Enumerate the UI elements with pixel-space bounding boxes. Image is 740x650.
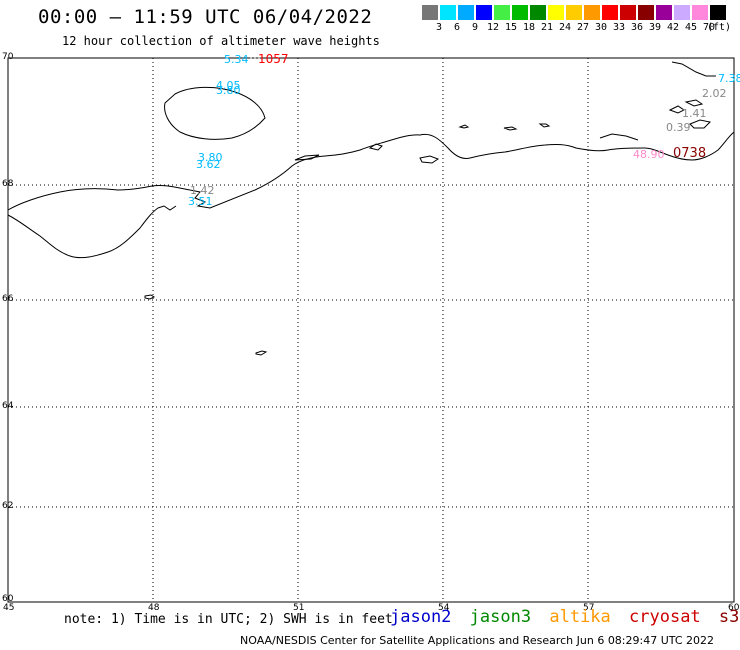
wave-height-color-scale: 3 6 9 12 15 18 21 24 27 30 33 36 39 42 45 70 (ft) [422, 5, 731, 35]
legend-jason2: jason2 [390, 607, 452, 627]
wave-reading: 1.41 [682, 107, 707, 120]
islet-13 [294, 154, 320, 161]
wave-reading: 5.34 [224, 53, 249, 66]
wave-reading: 1057 [258, 52, 289, 66]
scale-label: 45 [684, 22, 698, 33]
lon-label-51: 51 [293, 603, 305, 613]
scale-swatch [494, 5, 510, 20]
lon-label-45: 45 [3, 603, 15, 613]
scale-swatch [476, 5, 492, 20]
legend-s3a: s3a [718, 607, 740, 627]
wave-reading: 4.05 [216, 79, 241, 92]
islet-11 [368, 143, 383, 151]
satellite-legend: jason2 jason3 altika cryosat s3a [390, 607, 740, 627]
lon-label-54: 54 [438, 603, 450, 613]
wave-reading: 48.90 [633, 148, 665, 161]
wave-reading: 0.39 [666, 121, 691, 134]
scale-swatch [530, 5, 546, 20]
scale-label: 33 [612, 22, 626, 33]
map-frame [7, 57, 735, 603]
scale-label: 30 [594, 22, 608, 33]
islet-1 [144, 294, 155, 300]
legend-cryosat: cryosat [629, 607, 701, 627]
kolguev-island [164, 86, 266, 140]
lat-label-68: 68 [2, 179, 14, 189]
map-title: 00:00 – 11:59 UTC 06/04/2022 [38, 6, 373, 28]
lon-label-60: 60 [728, 603, 740, 613]
scale-label: 15 [504, 22, 518, 33]
wave-reading: 3.51 [188, 195, 213, 208]
wave-reading: 7.38 [718, 72, 740, 85]
map-subtitle: 12 hour collection of altimeter wave hei… [62, 34, 380, 48]
islet-2 [255, 350, 268, 356]
islet-8 [689, 119, 712, 129]
scale-label: 36 [630, 22, 644, 33]
wave-reading: 2.02 [702, 87, 727, 100]
scale-swatch [710, 5, 726, 20]
scale-label: 70 [702, 22, 716, 33]
wave-reading: 3.80 [216, 84, 241, 97]
wave-reading: 0738 [673, 146, 707, 161]
islet-10 [599, 133, 639, 141]
scale-swatch [422, 5, 438, 20]
legend-jason3: jason3 [469, 607, 532, 627]
wave-reading: 1.42 [190, 184, 215, 197]
islet-9 [671, 61, 716, 77]
footer-credit: NOAA/NESDIS Center for Satellite Applica… [240, 634, 715, 647]
islet-4 [538, 123, 551, 128]
lat-label-70: 70 [2, 52, 14, 62]
scale-label: 18 [522, 22, 536, 33]
scale-label: 12 [486, 22, 500, 33]
scale-swatch [566, 5, 582, 20]
mainland-coast [7, 131, 735, 211]
scale-label: 3 [435, 22, 443, 33]
scale-swatch [548, 5, 564, 20]
scale-swatch [638, 5, 654, 20]
islet-5 [458, 124, 470, 129]
lat-label-60: 60 [2, 594, 14, 604]
scale-label: 39 [648, 22, 662, 33]
coastline [7, 57, 735, 356]
scale-swatch [458, 5, 474, 20]
lat-label-66: 66 [2, 294, 14, 304]
scale-swatch [692, 5, 708, 20]
islet-12 [419, 155, 440, 164]
islet-6 [668, 105, 685, 114]
scale-swatch [584, 5, 600, 20]
scale-label: 42 [666, 22, 680, 33]
lat-label-64: 64 [2, 401, 14, 411]
scale-label: 6 [453, 22, 461, 33]
islet-7 [684, 99, 704, 107]
scale-label: 21 [540, 22, 554, 33]
scale-label: 27 [576, 22, 590, 33]
scale-swatch [674, 5, 690, 20]
scale-swatch [440, 5, 456, 20]
wave-reading: 3.80 [198, 151, 223, 164]
scale-label: 24 [558, 22, 572, 33]
scale-label: 9 [471, 22, 479, 33]
scale-swatch [512, 5, 528, 20]
lon-label-48: 48 [148, 603, 160, 613]
scale-swatch [656, 5, 672, 20]
scale-unit: (ft) [706, 22, 732, 33]
inland-coast [7, 205, 177, 259]
legend-altika: altika [549, 607, 611, 627]
wave-reading: 3.62 [196, 158, 221, 171]
graticule [8, 58, 734, 602]
scale-swatch [602, 5, 618, 20]
scale-swatch [620, 5, 636, 20]
lon-label-57: 57 [583, 603, 595, 613]
islet-3 [503, 126, 518, 131]
lat-label-62: 62 [2, 501, 14, 511]
note-text: note: 1) Time is in UTC; 2) SWH is in fe… [64, 612, 393, 627]
